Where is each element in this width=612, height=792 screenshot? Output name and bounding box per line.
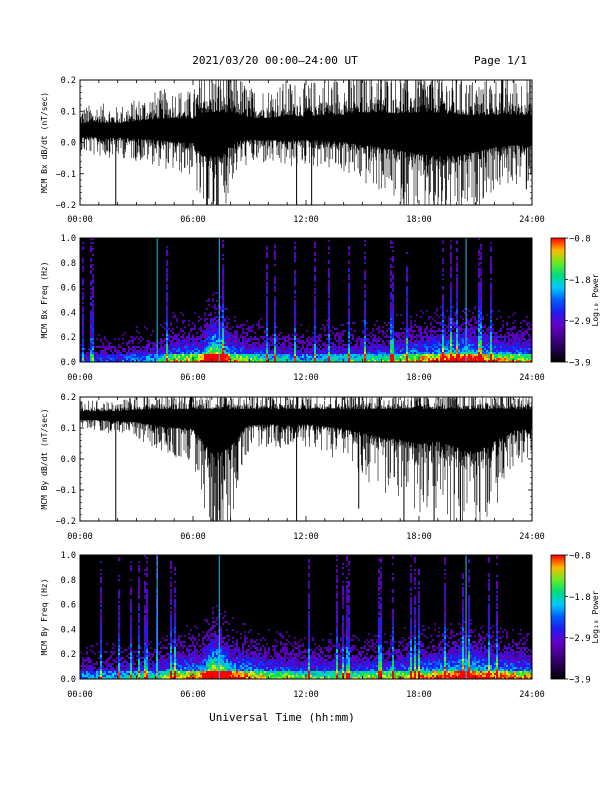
x-tick-label: 00:00: [67, 690, 93, 700]
x-tick-label: 24:00: [519, 215, 545, 225]
y-tick-label: 0.2: [61, 76, 76, 86]
y-tick-label: 0.2: [61, 650, 76, 660]
x-tick-label: 18:00: [406, 215, 432, 225]
y-axis-label: MCM By Freq (Hz): [40, 578, 49, 655]
colorbar: [550, 237, 566, 363]
x-tick-label: 24:00: [519, 373, 545, 383]
x-tick-label: 00:00: [67, 373, 93, 383]
y-tick-label: −0.1: [56, 170, 76, 180]
colorbar: [550, 554, 566, 680]
x-tick-label: 06:00: [180, 215, 206, 225]
colorbar-tick-label: −3.9: [569, 676, 591, 686]
waveform: [80, 397, 532, 521]
panel-2: −0.8 −1.8 −2.9 −3.9 Log₁₀ Power 00:00 06:00 12:…: [40, 234, 600, 383]
panels: 00:00 06:00 12:00 18:00 24:00 0.2 0.1 0.0 −0.1 −0…: [40, 76, 600, 700]
x-tick-label: 00:00: [67, 532, 93, 542]
y-tick-label: 0.2: [61, 393, 76, 403]
y-tick-label: 0.0: [61, 455, 76, 465]
waveform: [80, 80, 532, 205]
panel-3: 00:00 06:00 12:00 18:00 24:00 0.2 0.1 0.0 −0.1 −0…: [40, 393, 545, 542]
colorbar-tick-label: −1.8: [569, 276, 591, 286]
colorbar-tick-label: −2.9: [569, 317, 591, 327]
y-tick-label: −0.2: [56, 201, 76, 211]
colorbar-tick-label: −2.9: [569, 634, 591, 644]
panel-1: 00:00 06:00 12:00 18:00 24:00 0.2 0.1 0.0 −0.1 −0…: [40, 76, 545, 225]
x-tick-label: 18:00: [406, 373, 432, 383]
y-tick-label: −0.2: [56, 517, 76, 527]
waveform-trace: [80, 80, 532, 205]
colorbar-tick-label: −0.8: [569, 552, 591, 562]
x-tick-label: 18:00: [406, 532, 432, 542]
x-tick-label: 24:00: [519, 532, 545, 542]
page-title: 2021/03/20 00:00–24:00 UT: [192, 54, 358, 67]
colorbar-tick-label: −3.9: [569, 359, 591, 369]
y-tick-label: 0.6: [61, 601, 76, 611]
x-tick-label: 12:00: [293, 215, 319, 225]
x-tick-label: 18:00: [406, 690, 432, 700]
y-tick-label: 0.0: [61, 358, 76, 368]
y-axis-label: MCM Bx Freq (Hz): [40, 261, 49, 338]
x-tick-label: 06:00: [180, 373, 206, 383]
x-tick-label: 12:00: [293, 373, 319, 383]
spectrogram: [80, 238, 532, 362]
y-axis-label: MCM Bx dB/dt (nT/sec): [40, 92, 49, 193]
y-tick-label: 0.8: [61, 259, 76, 269]
colorbar-label: Log₁₀ Power: [591, 273, 600, 326]
colorbar-tick-label: −0.8: [569, 235, 591, 245]
waveform-trace: [80, 397, 532, 521]
y-axis-label: MCM By dB/dt (nT/sec): [40, 408, 49, 509]
y-tick-label: 0.0: [61, 139, 76, 149]
colorbar-label: Log₁₀ Power: [591, 590, 600, 643]
y-tick-label: −0.1: [56, 486, 76, 496]
x-tick-label: 00:00: [67, 215, 93, 225]
x-axis-label: Universal Time (hh:mm): [209, 711, 355, 724]
x-tick-label: 06:00: [180, 532, 206, 542]
x-tick-label: 24:00: [519, 690, 545, 700]
y-tick-label: 0.8: [61, 576, 76, 586]
panel-4: −0.8 −1.8 −2.9 −3.9 Log₁₀ Power 00:00 06:00 12:…: [40, 551, 600, 700]
page-number: Page 1/1: [474, 54, 527, 67]
y-tick-label: 0.4: [61, 625, 76, 635]
y-tick-label: 0.0: [61, 675, 76, 685]
y-tick-label: 0.1: [61, 107, 76, 117]
y-tick-label: 1.0: [61, 234, 76, 244]
y-tick-label: 0.2: [61, 333, 76, 343]
x-tick-label: 06:00: [180, 690, 206, 700]
y-tick-label: 0.1: [61, 424, 76, 434]
y-tick-label: 1.0: [61, 551, 76, 561]
y-tick-label: 0.4: [61, 308, 76, 318]
spectrogram: [80, 555, 532, 679]
colorbar-tick-label: −1.8: [569, 593, 591, 603]
y-tick-label: 0.6: [61, 284, 76, 294]
x-tick-label: 12:00: [293, 532, 319, 542]
x-tick-label: 12:00: [293, 690, 319, 700]
